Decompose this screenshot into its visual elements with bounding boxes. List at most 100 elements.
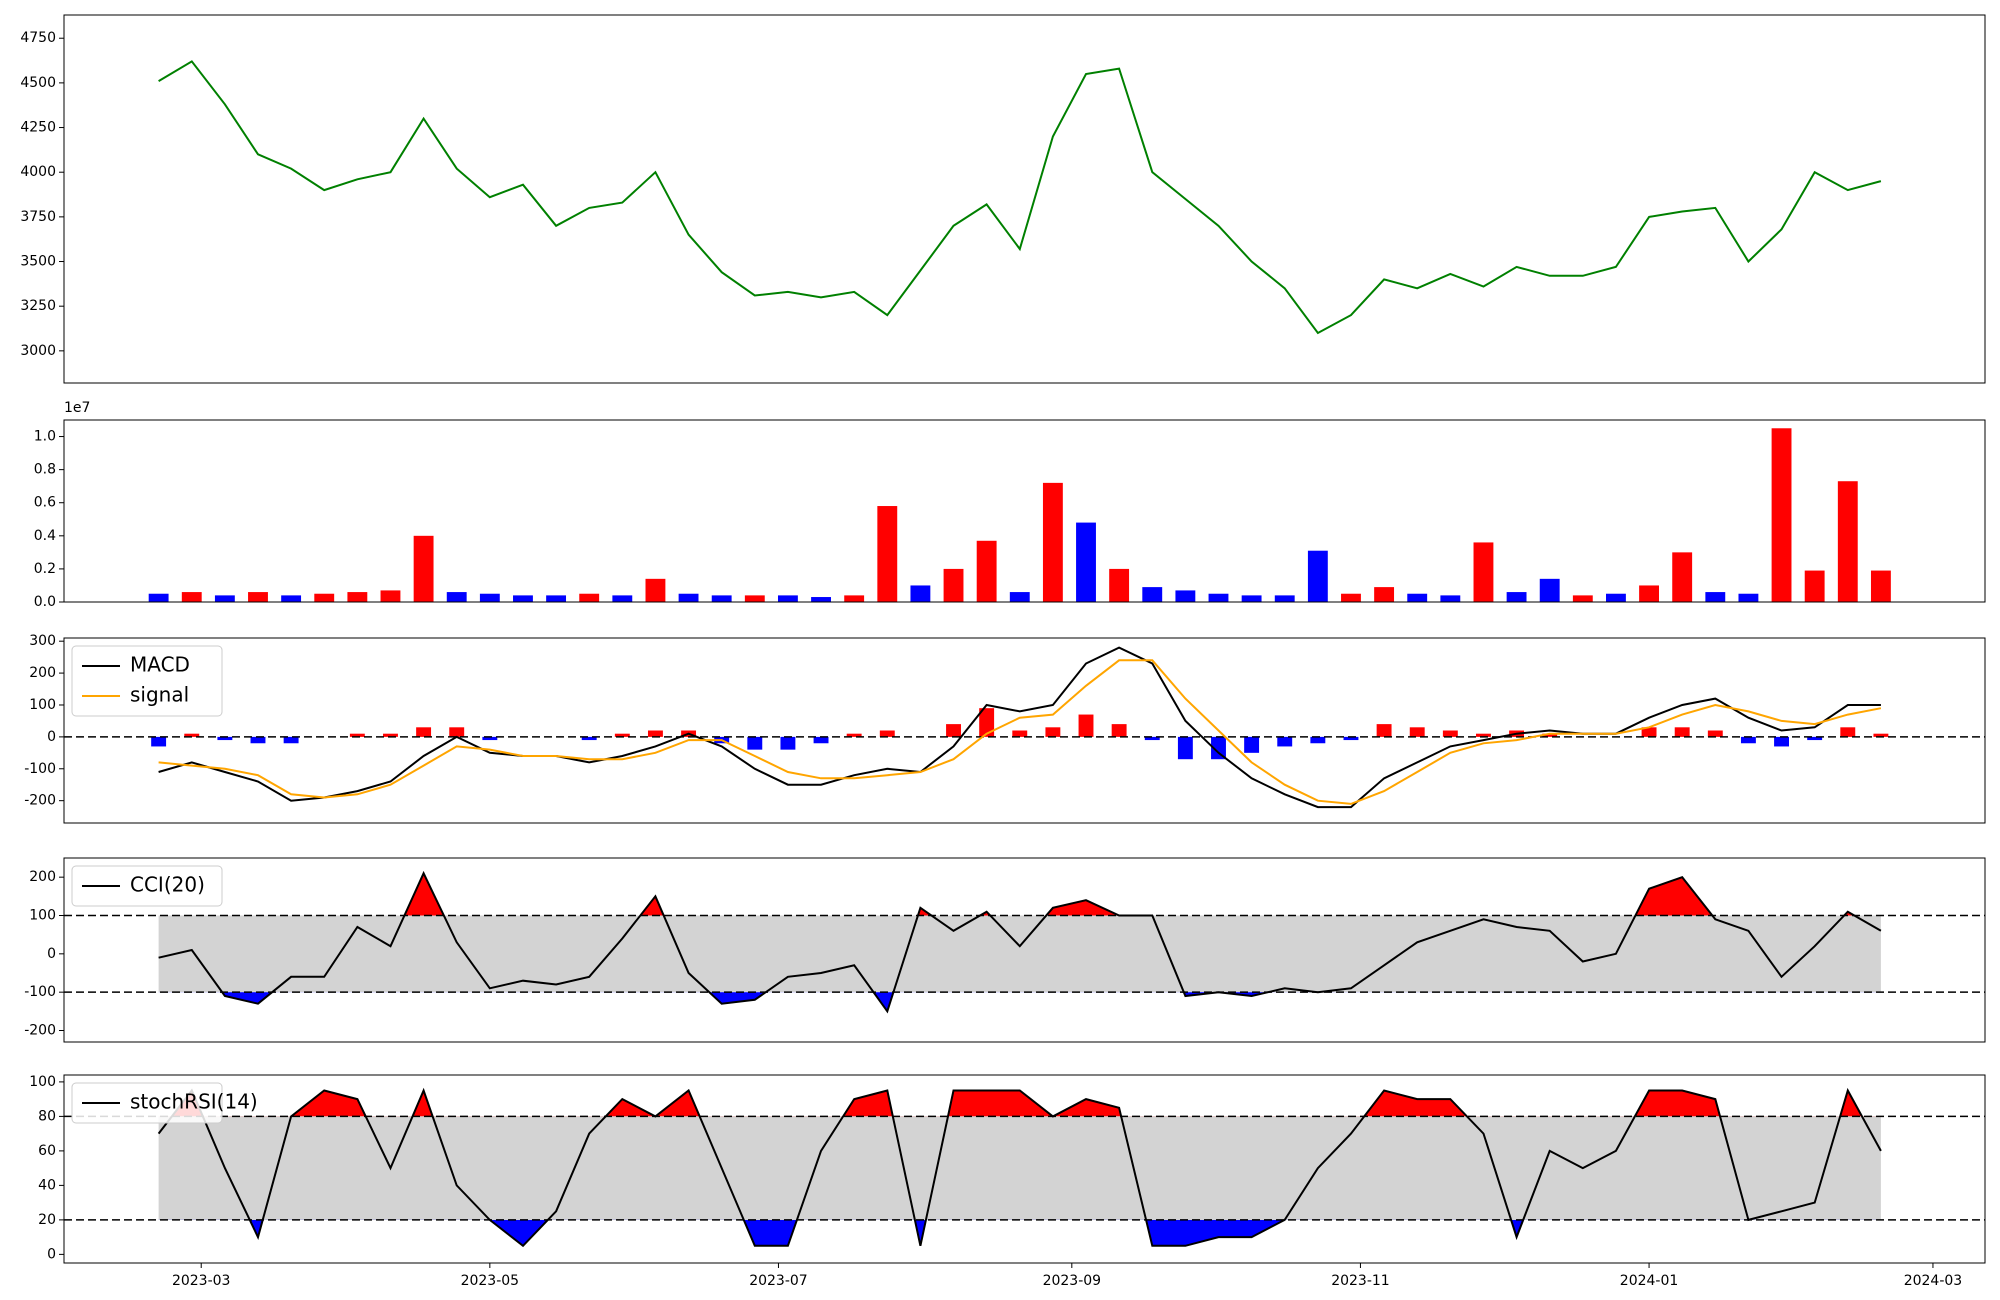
histogram-bar (846, 733, 862, 737)
volume-bar (181, 592, 202, 602)
volume-bar (1142, 587, 1163, 602)
y-tick-label: 4250 (20, 120, 56, 136)
volume-bar (1672, 552, 1693, 602)
y-tick-label: 4750 (20, 30, 56, 46)
y-tick-label: -100 (24, 984, 56, 1000)
y-tick-label: 3250 (20, 298, 56, 314)
histogram-bar (1111, 724, 1127, 737)
y-tick-label: 300 (29, 633, 56, 649)
histogram-bar (879, 730, 895, 737)
volume-bar (1440, 595, 1461, 602)
volume-bar (1506, 592, 1527, 602)
y-tick-label: 40 (38, 1177, 56, 1193)
volume-bar (1341, 593, 1361, 602)
histogram-bar (1211, 736, 1226, 760)
panel-frame (63, 419, 1986, 603)
volume-bar (1208, 593, 1229, 602)
volume-bar (976, 540, 997, 602)
volume-bar (1009, 592, 1030, 602)
y-tick-label: 100 (29, 908, 56, 924)
series-line (158, 659, 1882, 805)
histogram-bar (184, 733, 200, 737)
volume-bar (1606, 593, 1626, 602)
histogram-bar (1707, 730, 1723, 737)
legend-box (71, 865, 223, 907)
volume-bar (1241, 595, 1262, 602)
histogram-bar (349, 733, 365, 737)
volume-bar (777, 595, 798, 602)
volume-bar (612, 595, 633, 602)
histogram-bar (250, 736, 266, 744)
x-tick-label: 2023-09 (1043, 1273, 1102, 1289)
histogram-bar (747, 736, 763, 750)
volume-bar (1804, 570, 1825, 602)
y-tick-label: 0.8 (34, 462, 56, 478)
volume-bar (1870, 570, 1891, 602)
y-tick-label: 100 (29, 1074, 56, 1090)
histogram-bar (416, 727, 432, 737)
y-tick-label: 200 (29, 665, 56, 681)
legend-label: MACD (130, 653, 190, 677)
histogram-bar (1409, 727, 1425, 737)
x-tick-label: 2023-05 (461, 1273, 520, 1289)
series-line (157, 1087, 1882, 1248)
x-tick-label: 2024-03 (1904, 1273, 1963, 1289)
histogram-bar (780, 736, 796, 750)
y-tick-label: 0 (47, 1246, 56, 1262)
offset-text: 1e7 (64, 400, 90, 416)
y-tick-label: 20 (38, 1212, 56, 1228)
volume-bar (877, 506, 898, 602)
volume-bar (214, 595, 235, 602)
y-tick-label: 60 (38, 1143, 56, 1159)
histogram-bar (946, 724, 961, 737)
volume-bar (1042, 482, 1063, 602)
volume-bar (811, 597, 831, 602)
histogram-bar (217, 736, 233, 741)
x-tick-label: 2023-07 (749, 1273, 808, 1289)
volume-bar (1572, 595, 1593, 602)
volume-bar (1771, 428, 1792, 602)
volume-bar (148, 593, 169, 602)
y-tick-label: 0 (47, 729, 56, 745)
histogram-bar (151, 736, 167, 747)
histogram-bar (1310, 736, 1326, 744)
volume-bar (645, 578, 666, 602)
y-tick-label: 0.2 (34, 561, 56, 577)
histogram-bar (1376, 724, 1392, 737)
histogram-bar (1277, 736, 1293, 747)
histogram-bar (1740, 736, 1756, 744)
histogram-bar (1144, 736, 1160, 741)
volume-bar (943, 568, 964, 602)
y-tick-label: 80 (38, 1108, 56, 1124)
volume-bar (314, 593, 335, 602)
histogram-bar (581, 736, 597, 741)
volume-bar (1076, 522, 1096, 602)
y-tick-label: -200 (24, 793, 56, 809)
y-tick-label: 0.6 (34, 495, 56, 511)
volume-bar (910, 585, 931, 602)
x-tick-label: 2023-11 (1331, 1273, 1390, 1289)
volume-bar (413, 535, 434, 602)
y-tick-label: 0.4 (34, 528, 56, 544)
volume-bar (1705, 592, 1726, 602)
histogram-bar (1476, 733, 1491, 737)
histogram-bar (1674, 727, 1690, 737)
volume-bar (1109, 568, 1130, 602)
panel-frame (63, 1074, 1986, 1264)
y-tick-label: 4000 (20, 164, 56, 180)
panel-frame (63, 857, 1986, 1043)
histogram-bar (1873, 733, 1889, 737)
overbought-fill (171, 1090, 1862, 1117)
volume-bar (1473, 542, 1494, 602)
histogram-bar (383, 733, 398, 737)
histogram-bar (813, 736, 829, 744)
volume-bar (446, 592, 467, 602)
volume-bar (546, 595, 567, 602)
histogram-bar (1807, 736, 1823, 741)
histogram-bar (1542, 733, 1558, 737)
y-tick-label: -200 (24, 1023, 56, 1039)
histogram-bar (1012, 730, 1028, 737)
volume-bar (1374, 587, 1395, 602)
panel-frame (63, 14, 1986, 384)
